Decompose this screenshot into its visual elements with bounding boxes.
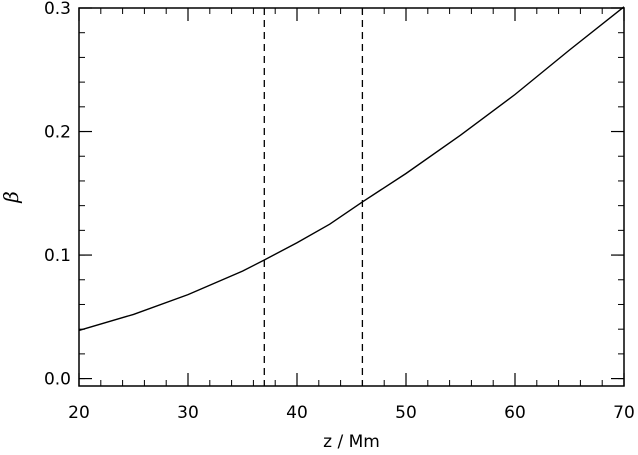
- vertical-lines-layer: [263, 8, 364, 386]
- series-layer: [78, 6, 625, 332]
- y-tick-label: 0.1: [44, 246, 71, 266]
- x-axis-label: z / Mm: [323, 432, 380, 452]
- y-tick-label: 0.0: [44, 370, 71, 390]
- y-tick-label: 0.3: [44, 0, 71, 19]
- x-tick-label: 60: [504, 403, 526, 423]
- x-tick-label: 70: [613, 403, 635, 423]
- plot-frame: [78, 7, 625, 387]
- beta-series-line: [78, 6, 625, 332]
- y-axis-label: β: [0, 191, 23, 204]
- x-tick-label: 20: [68, 403, 90, 423]
- x-tick-label: 50: [395, 403, 417, 423]
- tick-labels-layer: 20 30 40 50 60 70 0.0 0.1 0.2 0.3: [44, 0, 635, 423]
- x-tick-label: 30: [177, 403, 199, 423]
- ticks-layer: [78, 7, 625, 386]
- y-tick-label: 0.2: [44, 123, 71, 143]
- x-tick-label: 40: [286, 403, 308, 423]
